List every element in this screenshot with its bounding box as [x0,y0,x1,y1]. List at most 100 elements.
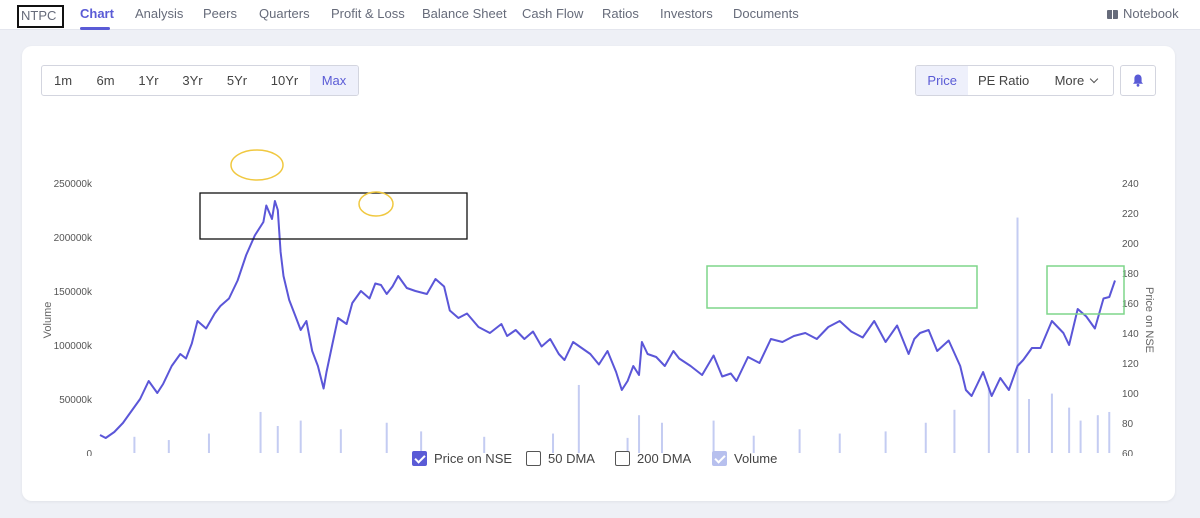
left-axis-label: Volume [42,302,54,339]
chart-card: 1m 6m 1Yr 3Yr 5Yr 10Yr Max Price PE Rati… [22,46,1175,501]
price-volume-chart[interactable]: 0 50000k 100000k 150000k 200000k 250000k 60 80… [22,86,1175,456]
legend-volume[interactable]: Volume [712,451,777,466]
right-axis-ticks: 60 80 100 120 140 160 180 200 220 240 [1122,179,1139,456]
right-tick-label: 100 [1122,389,1139,400]
left-tick-label: 250000k [54,179,93,190]
tab-quarters[interactable]: Quarters [259,6,310,21]
more-label: More [1054,73,1085,88]
range-selector: 1m 6m 1Yr 3Yr 5Yr 10Yr Max [41,65,359,96]
left-tick-label: 50000k [59,395,93,406]
tab-chart[interactable]: Chart [80,6,114,21]
checkbox-checked-icon [412,451,427,466]
notebook-link[interactable]: Notebook [1107,6,1179,21]
legend-200dma-label: 200 DMA [637,451,692,466]
metric-price-button[interactable]: Price [916,66,969,95]
volume-bar [1108,411,1111,453]
right-tick-label: 220 [1122,209,1139,220]
price-line[interactable] [99,200,1116,439]
right-tick-label: 60 [1122,449,1134,456]
alert-button[interactable] [1120,65,1156,96]
volume-bar [167,440,170,453]
tab-documents[interactable]: Documents [733,6,799,21]
checkbox-unchecked-icon [526,451,541,466]
company-name[interactable]: NTPC [21,8,57,23]
metric-more-dropdown[interactable]: More [1039,66,1113,95]
range-1m-button[interactable]: 1m [53,73,73,88]
left-tick-label: 150000k [54,287,93,298]
tab-ratios[interactable]: Ratios [602,6,639,21]
annotation-box-black [199,192,468,240]
volume-bar [638,415,641,453]
tab-analysis[interactable]: Analysis [135,6,184,21]
legend-200dma[interactable]: 200 DMA [615,451,691,466]
annotation-box-green-1 [706,265,978,309]
volume-bar [626,437,629,453]
volume-bar [552,433,555,453]
tab-cash-flow[interactable]: Cash Flow [522,6,584,21]
right-tick-label: 180 [1122,269,1139,280]
volume-bar [712,420,715,453]
book-icon [1107,10,1118,19]
right-tick-label: 80 [1122,419,1134,430]
volume-bar [207,433,210,453]
checkbox-unchecked-icon [615,451,630,466]
volume-bar [987,388,990,453]
annotation-box-green-2 [1046,265,1125,315]
volume-bar [953,409,956,453]
volume-bar [660,422,663,453]
volume-bar [133,436,136,453]
bell-icon [1133,74,1143,87]
right-tick-label: 240 [1122,179,1139,190]
range-5yr-button[interactable]: 5Yr [226,73,248,88]
right-axis-label: Price on NSE [1143,287,1155,353]
checkbox-checked-icon [712,451,727,466]
left-tick-label: 0 [86,449,92,456]
range-6m-button[interactable]: 6m [96,73,115,88]
chart-legend: Price on NSE 50 DMA 200 DMA Volume [22,451,1175,471]
range-1yr-button[interactable]: 1Yr [138,73,159,88]
metric-selector: Price PE Ratio More [915,65,1114,96]
left-tick-label: 100000k [54,341,93,352]
right-tick-label: 200 [1122,239,1139,250]
volume-bar [1016,217,1019,453]
chevron-down-icon [1089,74,1099,83]
volume-bars [133,217,1111,453]
range-10yr-button[interactable]: 10Yr [270,73,299,88]
volume-bar [838,433,841,453]
range-max-button[interactable]: Max [310,66,358,95]
tab-investors[interactable]: Investors [660,6,713,21]
volume-bar [339,429,342,453]
right-tick-label: 160 [1122,299,1139,310]
left-axis-ticks: 0 50000k 100000k 150000k 200000k 250000k [54,179,93,456]
volume-bar [1079,420,1082,453]
volume-bar [385,422,388,453]
tab-profit-loss[interactable]: Profit & Loss [331,6,405,21]
left-tick-label: 200000k [54,233,93,244]
top-nav: NTPC Chart Analysis Peers Quarters Profi… [0,0,1200,30]
volume-bar [884,431,887,453]
volume-bar [1027,399,1030,453]
volume-bar [483,436,486,453]
volume-bar [752,435,755,453]
annotation-ellipse-yellow-1 [230,149,284,181]
range-3yr-button[interactable]: 3Yr [182,73,203,88]
volume-bar [1096,415,1099,453]
tab-balance-sheet[interactable]: Balance Sheet [422,6,507,21]
legend-price[interactable]: Price on NSE [412,451,512,466]
legend-price-label: Price on NSE [434,451,513,466]
active-tab-underline [80,27,110,30]
legend-50dma[interactable]: 50 DMA [526,451,595,466]
volume-bar [577,384,580,453]
volume-bar [1050,393,1053,453]
metric-pe-ratio-button[interactable]: PE Ratio [977,73,1030,88]
right-tick-label: 120 [1122,359,1139,370]
volume-bar [299,420,302,453]
legend-50dma-label: 50 DMA [548,451,595,466]
notebook-label: Notebook [1123,6,1179,21]
legend-volume-label: Volume [734,451,778,466]
annotation-ellipse-yellow-2 [358,191,394,217]
volume-bar [924,422,927,453]
company-highlight-box [17,5,64,28]
volume-bar [259,411,262,453]
tab-peers[interactable]: Peers [203,6,237,21]
